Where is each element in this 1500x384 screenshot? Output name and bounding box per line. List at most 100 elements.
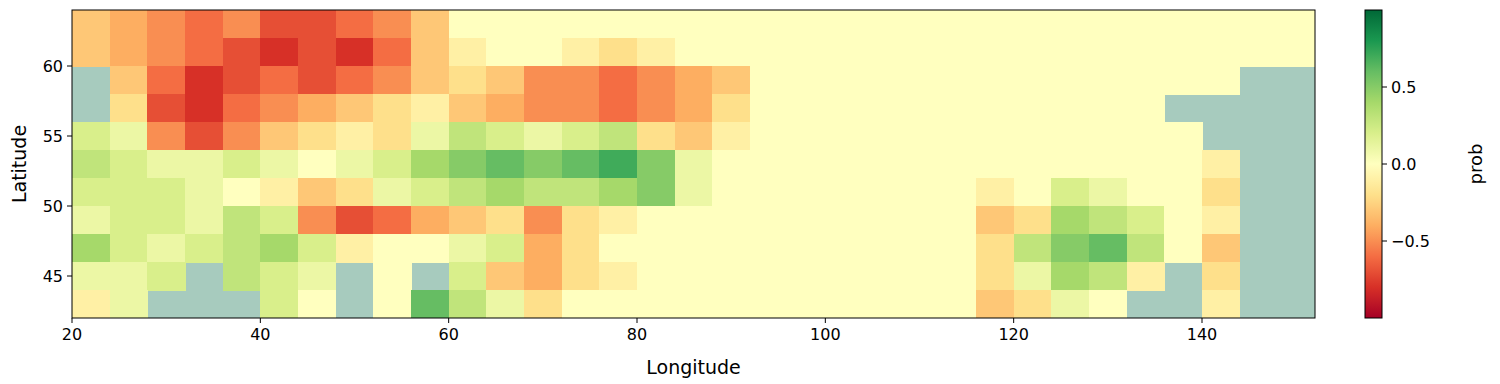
colorbar-label: prob — [1465, 144, 1486, 185]
cell — [1202, 150, 1240, 179]
cell — [712, 178, 750, 207]
cell — [825, 290, 863, 318]
cell — [976, 150, 1014, 179]
cell — [938, 150, 976, 179]
cell — [825, 66, 863, 95]
x-tick — [1013, 318, 1014, 323]
cell — [788, 150, 826, 179]
cell — [825, 262, 863, 291]
cell — [449, 66, 487, 95]
cell — [562, 262, 600, 291]
cell — [562, 234, 600, 263]
y-tick-label: 50 — [43, 197, 63, 216]
cell — [1127, 262, 1165, 291]
cell — [147, 206, 185, 235]
cell — [260, 290, 298, 318]
cell — [223, 206, 261, 235]
cell — [486, 290, 524, 318]
cell — [411, 10, 449, 39]
cell — [1014, 262, 1052, 291]
cell — [449, 178, 487, 207]
cell — [750, 178, 788, 207]
cell — [449, 234, 487, 263]
cell — [72, 122, 110, 151]
y-tick-label: 55 — [43, 127, 63, 146]
cell — [863, 66, 901, 95]
cell — [298, 234, 336, 263]
cell — [938, 94, 976, 123]
cell — [750, 122, 788, 151]
cell — [938, 234, 976, 263]
cell — [637, 178, 675, 207]
cell — [1127, 150, 1165, 179]
cell — [524, 150, 562, 179]
cell — [976, 10, 1014, 39]
cell — [110, 66, 148, 95]
cell — [863, 206, 901, 235]
cell — [938, 66, 976, 95]
cell — [863, 94, 901, 123]
cell — [373, 262, 411, 291]
cell — [825, 150, 863, 179]
cell — [1051, 94, 1089, 123]
x-tick — [1202, 318, 1203, 323]
cell — [901, 178, 939, 207]
cell — [1051, 38, 1089, 67]
cell — [1014, 234, 1052, 263]
cell — [1051, 66, 1089, 95]
cell — [185, 94, 223, 123]
cell — [938, 178, 976, 207]
cell — [1051, 290, 1089, 318]
cell — [72, 234, 110, 263]
cell — [712, 206, 750, 235]
cell — [260, 66, 298, 95]
cell — [788, 262, 826, 291]
cell — [373, 38, 411, 67]
cell — [185, 234, 223, 263]
cell — [675, 234, 713, 263]
cell — [411, 290, 449, 318]
cell — [675, 38, 713, 67]
cell — [185, 38, 223, 67]
cell — [411, 94, 449, 123]
plot-frame — [72, 10, 1315, 318]
cell — [1202, 38, 1240, 67]
cell — [825, 206, 863, 235]
cell — [298, 122, 336, 151]
cell — [1014, 206, 1052, 235]
cell — [223, 94, 261, 123]
colorbar-tick-label: 0.5 — [1391, 78, 1416, 97]
cell — [1014, 66, 1052, 95]
cell — [1164, 234, 1202, 263]
cell — [712, 38, 750, 67]
cell — [1127, 206, 1165, 235]
colorbar-tick — [1382, 87, 1387, 88]
cell — [486, 178, 524, 207]
cell — [223, 150, 261, 179]
cell — [562, 94, 600, 123]
cell — [524, 290, 562, 318]
cell — [110, 206, 148, 235]
cell — [1202, 234, 1240, 263]
cell — [562, 290, 600, 318]
cell — [1014, 10, 1052, 39]
cell — [1014, 178, 1052, 207]
cell — [675, 290, 713, 318]
cell — [524, 10, 562, 39]
colorbar-tick-label: −0.5 — [1391, 232, 1430, 251]
cell — [863, 10, 901, 39]
cell — [938, 290, 976, 318]
cell — [901, 262, 939, 291]
cell — [298, 290, 336, 318]
cell — [449, 122, 487, 151]
cell — [1089, 262, 1127, 291]
cell — [72, 206, 110, 235]
cell — [110, 38, 148, 67]
cell — [675, 178, 713, 207]
cell — [260, 122, 298, 151]
cell — [562, 66, 600, 95]
cell — [110, 10, 148, 39]
cell — [863, 150, 901, 179]
cell — [712, 122, 750, 151]
cell — [901, 66, 939, 95]
